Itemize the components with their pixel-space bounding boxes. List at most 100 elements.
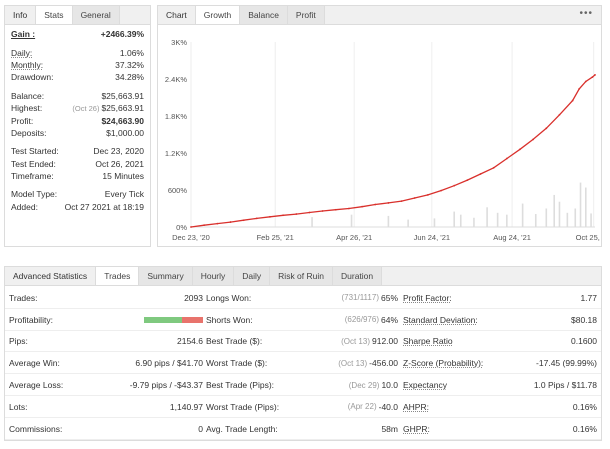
info-stats-list: Gain : +2466.39% Daily: 1.06% Monthly: 37.32%… — [5, 25, 150, 213]
info-row-monthly: Monthly: 37.32% — [5, 59, 150, 71]
y-tick-label: 2.4K% — [165, 75, 187, 84]
stat-value-text: 0.1600 — [571, 336, 597, 347]
tab-daily[interactable]: Daily — [234, 267, 271, 285]
stats-row: Average Win: 6.90 pips / $41.70 Worst Trad… — [5, 352, 601, 375]
stat-value-pips: 2154.6 — [105, 331, 203, 353]
volume-bar — [486, 207, 488, 227]
profitability-loss-fill — [181, 316, 203, 323]
volume-bar — [558, 201, 561, 227]
growth-series-point — [479, 173, 482, 175]
stat-label-profit-factor: Profit Factor: — [403, 292, 452, 303]
stat-value-worst-trade-pips: (Apr 22) -40.0 — [305, 396, 398, 418]
tab-balance[interactable]: Balance — [240, 6, 288, 24]
volume-bar — [506, 214, 508, 227]
tab-duration[interactable]: Duration — [333, 267, 383, 285]
info-note: (Oct 26) — [72, 104, 100, 114]
growth-series-point — [387, 202, 390, 204]
stat-value-text: 58m — [381, 423, 398, 434]
info-label: Added: — [11, 201, 38, 212]
info-label: Highest: — [11, 103, 43, 114]
info-value: 1.06% — [119, 47, 144, 58]
growth-series-point — [532, 138, 535, 141]
info-label: Test Ended: — [11, 158, 56, 169]
tab-general[interactable]: General — [72, 6, 120, 24]
stat-value-text: -40.0 — [378, 401, 398, 412]
stat-value-average-win: 6.90 pips / $41.70 — [105, 352, 203, 374]
growth-series-point — [591, 76, 594, 79]
volume-bar — [590, 213, 592, 227]
tab-chart[interactable]: Chart — [158, 6, 196, 24]
stats-row: Average Loss: -9.79 pips / -$43.37 Best Tr… — [5, 374, 601, 396]
tab-info[interactable]: Info — [5, 6, 37, 24]
stat-value-z-score-probability: -17.45 (99.99%) — [475, 352, 597, 374]
growth-series-point — [584, 80, 587, 83]
info-label: Daily: — [11, 47, 33, 58]
stat-label-ghpr: GHPR: — [403, 423, 430, 434]
more-options-icon[interactable]: ••• — [579, 8, 593, 19]
stat-note: (Oct 13) — [341, 336, 370, 346]
growth-series-point — [255, 217, 258, 220]
growth-series-line — [190, 74, 596, 228]
info-row-highest: Highest: (Oct 26) $25,663.91 — [5, 102, 150, 114]
growth-series-point — [453, 184, 456, 187]
info-value-wrap: $1,000.00 — [106, 128, 144, 138]
tab-advanced-statistics[interactable]: Advanced Statistics — [5, 267, 97, 285]
info-tabbar: Info Stats General — [5, 6, 150, 25]
info-row-test-started: Test Started: Dec 23, 2020 — [5, 145, 150, 157]
stat-value-text: $80.18 — [571, 314, 597, 325]
info-label: Deposits: — [11, 127, 47, 138]
x-tick-label: Aug 24, '21 — [493, 233, 531, 242]
tab-hourly[interactable]: Hourly — [192, 267, 235, 285]
growth-series-point — [334, 208, 337, 211]
tab-profit[interactable]: Profit — [287, 6, 325, 24]
growth-series-point — [545, 127, 548, 130]
y-tick-label: 0% — [176, 223, 187, 232]
info-label: Model Type: — [11, 189, 58, 200]
growth-chart: 3K% 2.4K% 1.8K% 1.2K% 600% 0%Dec 23, '20 Feb 2… — [165, 38, 601, 242]
growth-series-point — [216, 222, 219, 225]
stat-value-longs-won: (731/1117) 65% — [305, 287, 398, 309]
volume-bar — [496, 212, 499, 227]
tab-stats[interactable]: Stats — [36, 6, 73, 24]
stat-value-trades: 2093 — [105, 287, 203, 309]
tab-trades[interactable]: Trades — [96, 267, 140, 285]
stat-value-text: 0.16% — [572, 401, 597, 412]
stat-value-text: -456.00 — [369, 358, 398, 369]
growth-series-point — [269, 215, 271, 218]
chart-tabbar: Chart Growth Balance Profit ••• — [158, 6, 601, 25]
volume-bar — [579, 182, 582, 227]
growth-series-point — [229, 221, 232, 223]
stat-label-lots: Lots: — [9, 401, 28, 412]
tab-growth[interactable]: Growth — [195, 6, 241, 24]
chart-panel: Chart Growth Balance Profit ••• 3K% 2.4K%… — [157, 5, 602, 247]
volume-bar — [350, 214, 353, 227]
growth-series-point — [519, 148, 521, 151]
info-value-wrap: (Oct 26) $25,663.91 — [72, 103, 144, 113]
info-label: Drawdown: — [11, 72, 54, 83]
tab-risk-of-ruin[interactable]: Risk of Ruin — [270, 267, 333, 285]
stat-note: (626/976) — [344, 315, 379, 325]
growth-series-point — [348, 207, 350, 210]
growth-series-point — [374, 203, 377, 206]
tab-summary[interactable]: Summary — [139, 267, 193, 285]
stat-value-text: 2093 — [184, 292, 203, 303]
info-label: Monthly: — [11, 59, 44, 70]
stats-row: Commissions: 0 Avg. Trade Length: 58m GHPR: 0… — [5, 418, 601, 440]
x-tick-label: Oct 25, '21 — [576, 233, 601, 242]
stat-value-text: 1.0 Pips / $11.78 — [533, 380, 597, 391]
profitability-win-fill — [144, 316, 182, 323]
x-tick-label: Jun 24, '21 — [414, 233, 450, 242]
stat-value-text: 1,140.97 — [169, 401, 203, 412]
growth-series-point — [308, 211, 311, 214]
info-row-balance: Balance: $25,663.91 — [5, 90, 150, 102]
growth-series-point — [282, 214, 285, 217]
stat-label-avg-trade-length: Avg. Trade Length: — [206, 423, 278, 434]
growth-series-point — [492, 166, 495, 169]
volume-bar — [566, 212, 569, 227]
info-value-wrap: $25,663.91 — [101, 91, 144, 101]
x-tick-label: Apr 26, '21 — [336, 233, 372, 242]
volume-bar — [433, 218, 436, 227]
info-value-wrap: 37.32% — [115, 60, 144, 70]
growth-series-point — [321, 210, 324, 212]
info-label: Balance: — [11, 90, 45, 101]
